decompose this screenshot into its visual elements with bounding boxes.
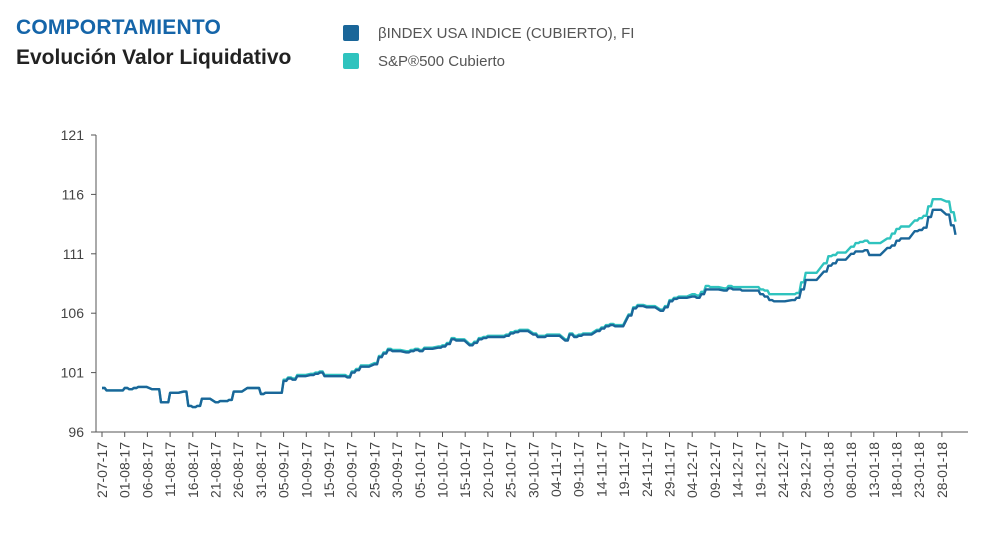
- x-tick-label: 23-01-18: [911, 442, 927, 498]
- x-tick-label: 15-09-17: [321, 442, 337, 498]
- x-tick-label: 10-10-17: [435, 442, 451, 498]
- series-layer: [102, 198, 957, 409]
- x-tick-label: 25-09-17: [366, 442, 382, 498]
- y-axis: 96 101 106 111 116 121: [61, 127, 97, 440]
- y-tick-label: 111: [63, 246, 84, 262]
- x-tick-label: 20-10-17: [480, 442, 496, 498]
- legend-item-benchmark: S&P®500 Cubierto: [343, 51, 634, 71]
- x-tick-label: 18-01-18: [889, 442, 905, 498]
- y-tick-label: 96: [68, 424, 84, 440]
- x-tick-label: 14-11-17: [593, 442, 609, 497]
- legend-swatch-fund: [343, 25, 359, 41]
- x-tick-label: 24-11-17: [639, 442, 655, 497]
- legend-label-benchmark: S&P®500 Cubierto: [378, 52, 505, 70]
- x-tick-label: 09-11-17: [571, 442, 587, 497]
- x-tick-label: 05-10-17: [412, 442, 428, 498]
- x-tick-label: 20-09-17: [344, 442, 360, 498]
- x-tick-label: 04-11-17: [548, 442, 564, 497]
- chart-title: COMPORTAMIENTO: [16, 16, 222, 39]
- legend-item-fund: βINDEX USA INDICE (CUBIERTO), FI: [343, 23, 634, 43]
- x-tick-label: 19-12-17: [752, 442, 768, 498]
- x-tick-label: 05-09-17: [276, 442, 292, 498]
- x-tick-label: 01-08-17: [117, 442, 133, 498]
- x-tick-label: 26-08-17: [230, 442, 246, 498]
- x-tick-label: 09-12-17: [707, 442, 723, 498]
- x-tick-label: 15-10-17: [457, 442, 473, 498]
- x-tick-label: 10-09-17: [298, 442, 314, 498]
- y-tick-label: 121: [61, 127, 85, 143]
- x-tick-label: 04-12-17: [684, 442, 700, 498]
- y-tick-label: 101: [61, 365, 85, 381]
- x-tick-label: 08-01-18: [843, 442, 859, 498]
- x-tick-label: 11-08-17: [162, 442, 178, 497]
- legend-swatch-benchmark: [343, 53, 359, 69]
- x-tick-label: 06-08-17: [139, 442, 155, 498]
- x-tick-label: 19-11-17: [616, 442, 632, 497]
- x-tick-label: 29-12-17: [798, 442, 814, 498]
- series-line-fund: [102, 208, 957, 409]
- x-tick-label: 25-10-17: [503, 442, 519, 498]
- x-tick-label: 13-01-18: [866, 442, 882, 498]
- x-tick-label: 30-10-17: [525, 442, 541, 498]
- x-tick-label: 31-08-17: [253, 442, 269, 498]
- x-tick-label: 16-08-17: [185, 442, 201, 498]
- x-tick-label: 29-11-17: [662, 442, 678, 497]
- legend-label-fund: βINDEX USA INDICE (CUBIERTO), FI: [378, 24, 635, 42]
- y-tick-label: 116: [62, 186, 85, 202]
- chart-legend: βINDEX USA INDICE (CUBIERTO), FI S&P®500…: [343, 23, 634, 79]
- x-axis: 27-07-17 01-08-17 06-08-17 11-08-17 16-08-17…: [94, 431, 968, 498]
- x-tick-label: 03-01-18: [820, 442, 836, 498]
- x-tick-label: 27-07-17: [94, 442, 110, 498]
- x-tick-label: 14-12-17: [730, 442, 746, 498]
- y-tick-label: 106: [61, 305, 85, 321]
- series-line-benchmark: [102, 198, 957, 409]
- x-tick-label: 21-08-17: [208, 442, 224, 498]
- x-tick-label: 24-12-17: [775, 442, 791, 498]
- x-tick-label: 28-01-18: [934, 442, 950, 498]
- chart-subtitle: Evolución Valor Liquidativo: [16, 46, 292, 69]
- x-tick-label: 30-09-17: [389, 442, 405, 498]
